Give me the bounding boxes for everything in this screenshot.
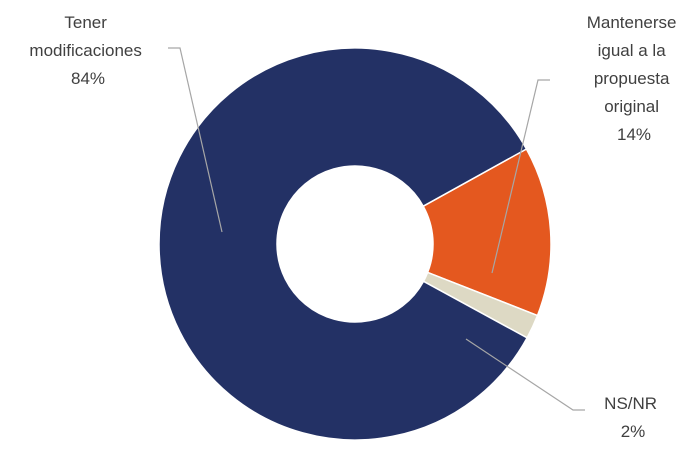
label-tener-modificaciones: Tener modificaciones 84% xyxy=(29,13,146,88)
leader-lines-group xyxy=(168,47,585,411)
slice-tener-modificaciones xyxy=(158,47,529,441)
label-line: modificaciones xyxy=(29,41,141,60)
slice-mantenerse-igual xyxy=(422,147,552,317)
label-line: Mantenerse xyxy=(587,13,677,32)
slices-group xyxy=(158,47,552,441)
label-line: NS/NR xyxy=(604,394,657,413)
label-value: 14% xyxy=(617,125,651,144)
label-value: 2% xyxy=(621,422,646,441)
label-ns-nr: NS/NR 2% xyxy=(604,394,662,441)
label-line: original xyxy=(604,97,659,116)
label-line: igual a la xyxy=(598,41,667,60)
leader-line-ns-nr xyxy=(465,338,585,411)
label-mantenerse-igual: Mantenerse igual a la propuesta original… xyxy=(587,13,682,144)
leader-line-tener-modificaciones xyxy=(168,47,223,233)
label-value: 84% xyxy=(71,69,105,88)
label-line: propuesta xyxy=(594,69,670,88)
label-line: Tener xyxy=(64,13,107,32)
leader-line-mantenerse-igual xyxy=(491,79,550,274)
